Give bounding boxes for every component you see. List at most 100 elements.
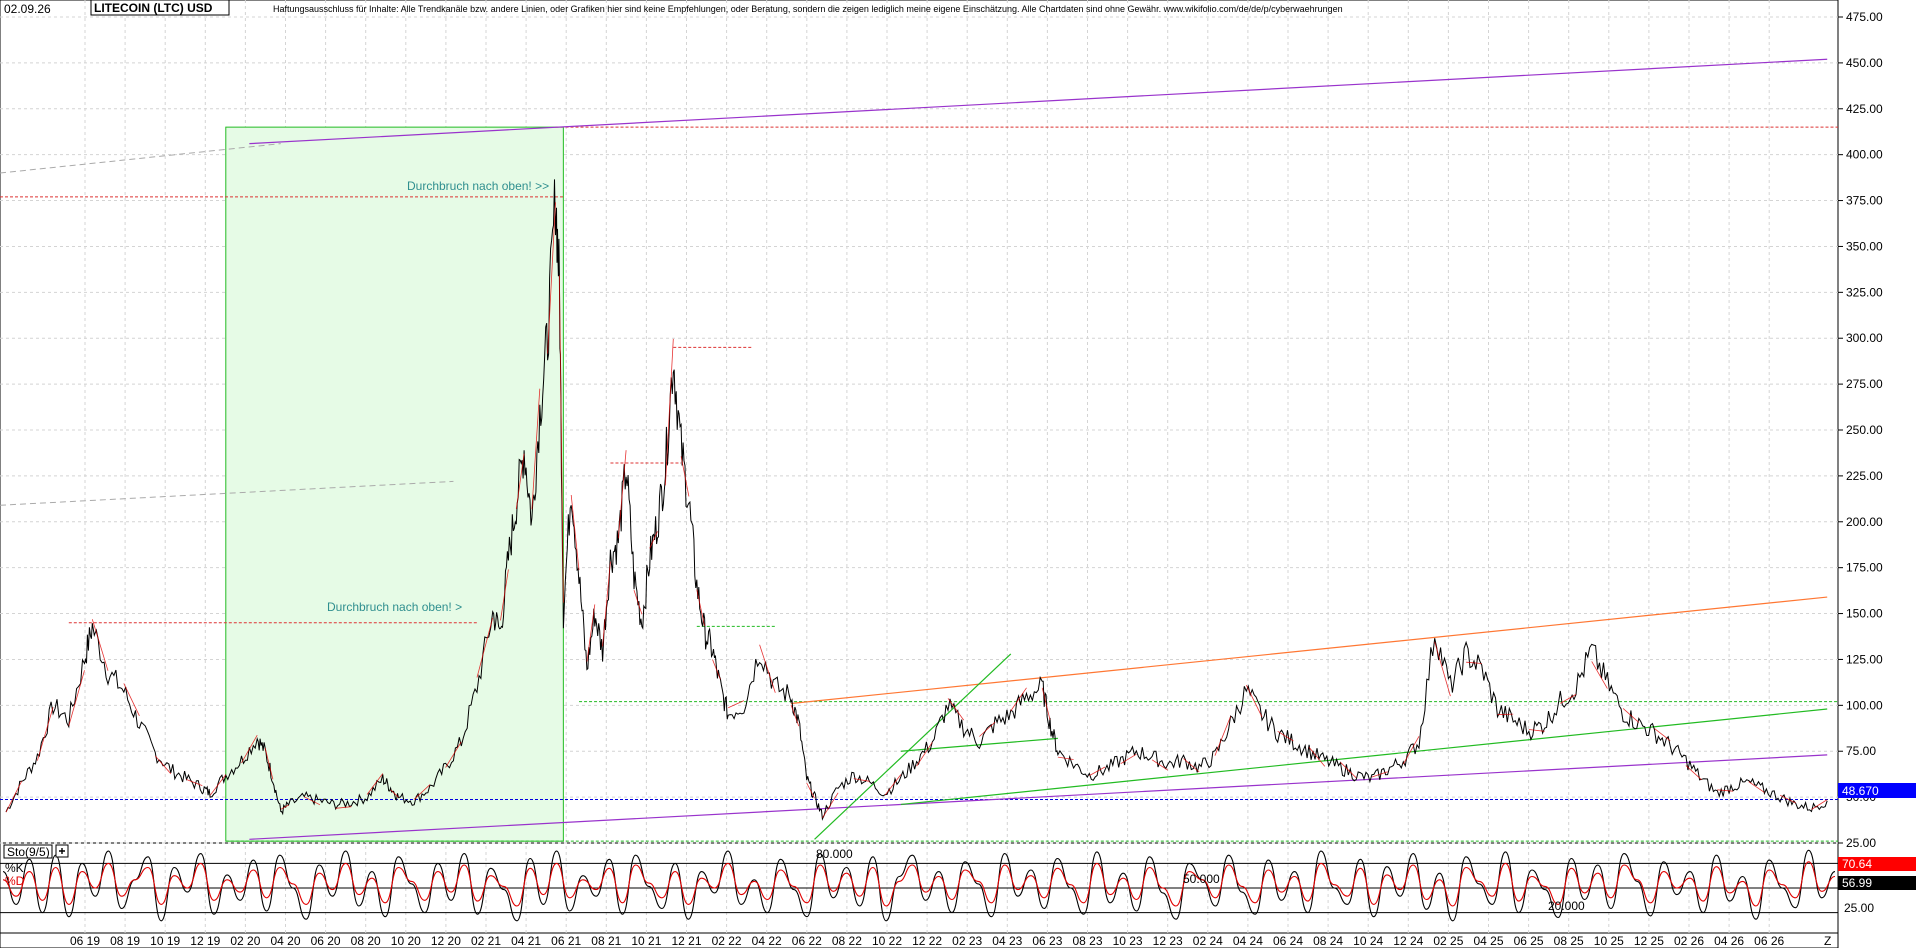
trend-lines [249, 58, 1828, 840]
zoom-icon[interactable]: Z [1824, 934, 1831, 948]
y-tick-label: 300.00 [1846, 331, 1883, 345]
x-tick-label: 08 25 [1554, 934, 1584, 948]
x-tick-label: 02 23 [952, 934, 982, 948]
stoch-level-50: 50.000 [1183, 872, 1220, 886]
price-line-highlight [5, 202, 1828, 819]
x-tick-label: 02 25 [1433, 934, 1463, 948]
x-tick-label: 02 26 [1674, 934, 1704, 948]
x-tick-label: 02 21 [471, 934, 501, 948]
y-tick-label: 375.00 [1846, 194, 1883, 208]
stoch-level-80: 80.000 [816, 847, 853, 861]
x-tick-label: 04 24 [1233, 934, 1263, 948]
stoch-title[interactable]: Sto(9/5) [7, 845, 50, 859]
y-tick-label: 325.00 [1846, 285, 1883, 299]
x-tick-label: 06 25 [1514, 934, 1544, 948]
x-tick-label: 06 26 [1754, 934, 1784, 948]
trend-line-orange [790, 596, 1828, 705]
expand-icon-plus [59, 848, 65, 854]
stochastic-series [0, 849, 1838, 922]
legend-d: %D [5, 874, 25, 888]
x-tick-label: 02 22 [712, 934, 742, 948]
stoch-title-box [3, 844, 53, 859]
x-tick-label: 06 22 [792, 934, 822, 948]
trend-line-green [900, 737, 1058, 752]
x-tick-label: 10 19 [150, 934, 180, 948]
x-tick-label: 12 20 [431, 934, 461, 948]
stoch-axis-25: 25.00 [1844, 901, 1874, 915]
x-tick-label: 04 23 [992, 934, 1022, 948]
y-tick-label: 150.00 [1846, 607, 1883, 621]
stoch-d-value: 56.99 [1842, 876, 1872, 890]
y-tick-label: 400.00 [1846, 148, 1883, 162]
x-tick-label: 08 22 [832, 934, 862, 948]
y-tick-label: 175.00 [1846, 561, 1883, 575]
y-tick-label: 200.00 [1846, 515, 1883, 529]
y-tick-label: 425.00 [1846, 102, 1883, 116]
x-tick-label: 04 22 [752, 934, 782, 948]
y-tick-label: 250.00 [1846, 423, 1883, 437]
x-tick-label: 08 21 [591, 934, 621, 948]
y-tick-label: 25.00 [1846, 836, 1876, 850]
price-line [5, 179, 1828, 821]
x-tick-label: 12 25 [1634, 934, 1664, 948]
x-tick-label: 02 24 [1193, 934, 1223, 948]
current-price-badge [1838, 783, 1916, 798]
stoch-line-d [2, 861, 1836, 907]
y-tick-label: 475.00 [1846, 10, 1883, 24]
x-tick-label: 10 22 [872, 934, 902, 948]
trend-line-green [814, 653, 1012, 840]
gray-trend-line [0, 143, 281, 174]
x-tick-label: 08 19 [110, 934, 140, 948]
annotation-breakout-upper: Durchbruch nach oben! >> [407, 179, 549, 193]
x-tick-label: 12 19 [190, 934, 220, 948]
y-tick-label: 350.00 [1846, 239, 1883, 253]
trend-line-green [900, 708, 1828, 806]
stoch-d-badge [1838, 876, 1916, 890]
trend-line-purple [249, 58, 1828, 145]
y-tick-label: 225.00 [1846, 469, 1883, 483]
x-tick-label: 06 23 [1032, 934, 1062, 948]
y-axis-labels: 475.00 450.00 425.00 400.00 375.00 350.00 325.… [1838, 10, 1883, 850]
x-axis-labels: 06 19 08 19 10 19 12 19 02 20 04 20 06 20 08 20… [70, 934, 1785, 948]
x-axis-band [0, 932, 1839, 948]
x-tick-label: 12 23 [1153, 934, 1183, 948]
x-tick-label: 06 21 [551, 934, 581, 948]
x-tick-label: 04 25 [1473, 934, 1503, 948]
stoch-k-value: 70.64 [1842, 857, 1872, 871]
chart-date: 02.09.26 [4, 2, 51, 16]
x-tick-label: 10 20 [391, 934, 421, 948]
x-tick-label: 06 19 [70, 934, 100, 948]
trend-line-purple [249, 754, 1828, 840]
x-tick-label: 10 25 [1594, 934, 1624, 948]
x-tick-label: 10 23 [1113, 934, 1143, 948]
x-tick-label: 10 21 [631, 934, 661, 948]
x-tick-label: 12 24 [1393, 934, 1423, 948]
stoch-level-20: 20.000 [1548, 899, 1585, 913]
x-tick-label: 02 20 [230, 934, 260, 948]
stoch-k-badge [1838, 857, 1916, 871]
price-series [5, 179, 1828, 821]
x-tick-label: 06 24 [1273, 934, 1303, 948]
x-tick-label: 04 21 [511, 934, 541, 948]
y-tick-label: 450.00 [1846, 56, 1883, 70]
y-tick-label: 125.00 [1846, 652, 1883, 666]
stoch-line-k [2, 849, 1836, 922]
annotation-breakout-lower: Durchbruch nach oben! > [327, 600, 462, 614]
grid-lines [0, 0, 1838, 933]
chart-title: LITECOIN (LTC) USD [94, 1, 213, 15]
x-tick-label: 08 23 [1072, 934, 1102, 948]
x-tick-label: 10 24 [1353, 934, 1383, 948]
y-tick-label: 100.00 [1846, 698, 1883, 712]
x-tick-label: 12 21 [671, 934, 701, 948]
x-tick-label: 04 26 [1714, 934, 1744, 948]
disclaimer-text: Haftungsausschluss für Inhalte: Alle Tre… [273, 4, 1343, 14]
gray-trend-line [0, 480, 454, 506]
x-tick-label: 12 22 [912, 934, 942, 948]
title-box [90, 0, 230, 16]
y-tick-label: 275.00 [1846, 377, 1883, 391]
y-tick-label: 75.00 [1846, 744, 1876, 758]
legend-k: %K [5, 861, 24, 875]
x-tick-label: 08 20 [351, 934, 381, 948]
x-tick-label: 06 20 [311, 934, 341, 948]
